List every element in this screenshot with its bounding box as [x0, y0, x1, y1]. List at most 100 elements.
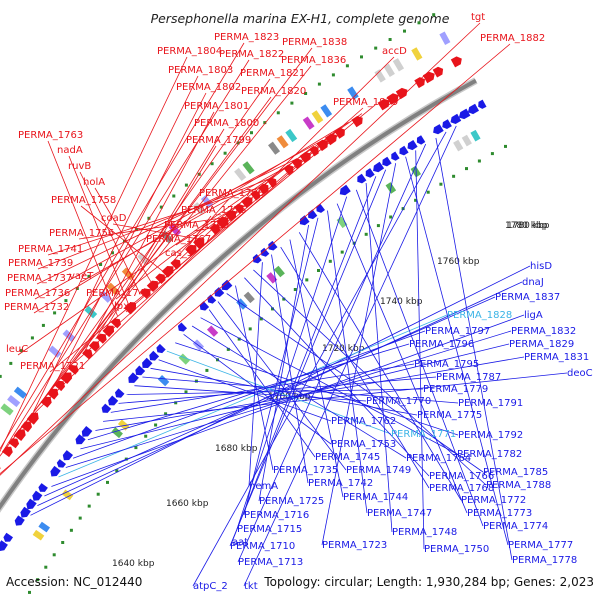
reverse-gene-arrow	[38, 483, 48, 492]
label-leader-line	[231, 176, 377, 543]
forward-gene-arrow	[155, 273, 166, 284]
reverse-gene-arrow	[128, 372, 139, 383]
reverse-gene-arrow	[450, 113, 462, 124]
gene-label-perma-1725: PERMA_1725	[259, 496, 324, 507]
forward-gene-arrow	[161, 266, 174, 278]
gene-label-perma-1774: PERMA_1774	[483, 521, 548, 532]
gene-label-perma-1778: PERMA_1778	[512, 555, 577, 566]
forward-gene-arrow	[26, 412, 39, 425]
gene-label-perma-1715: PERMA_1715	[237, 524, 302, 535]
label-leader-line	[200, 317, 458, 455]
gene-label-perma-1823: PERMA_1823	[214, 32, 279, 43]
label-leader-line	[95, 128, 225, 340]
reverse-gene-arrow	[135, 365, 146, 376]
gc-marker-inner	[44, 565, 48, 569]
reverse-gene-arrow	[391, 151, 400, 161]
label-leader-line	[125, 130, 336, 313]
gene-label-liga: ligA	[524, 310, 543, 321]
annotation-block	[106, 282, 120, 296]
label-leader-line	[435, 137, 513, 561]
label-leader-line	[336, 203, 468, 514]
gc-marker-inner	[174, 401, 178, 405]
gc-marker-outer	[317, 82, 321, 86]
label-leader-line	[166, 350, 392, 435]
gc-marker-inner	[154, 423, 158, 427]
label-leader-line	[237, 143, 427, 563]
gc-marker-inner	[28, 590, 31, 594]
label-leader-line	[248, 262, 263, 487]
gc-marker-inner	[305, 278, 309, 282]
label-leader-line	[229, 169, 387, 547]
annotation-block	[48, 345, 62, 358]
annotation-block	[243, 291, 255, 304]
gene-label-perma-1732: PERMA_1732	[4, 302, 69, 313]
reverse-gene-arrow	[56, 459, 66, 468]
gc-marker-outer	[20, 349, 23, 353]
forward-gene-arrow	[258, 183, 269, 195]
gc-marker-inner	[271, 307, 274, 311]
gene-label-perma-1785: PERMA_1785	[483, 467, 548, 478]
annotation-block	[111, 427, 123, 439]
gene-label-perma-1799: PERMA_1799	[186, 135, 251, 146]
accession-text: Accession: NC_012440	[6, 575, 142, 589]
label-leader-line	[47, 140, 118, 317]
label-leader-line	[244, 277, 430, 477]
gene-label-ruvb: ruvB	[68, 161, 91, 172]
gc-marker-inner	[426, 190, 430, 194]
gc-marker-inner	[164, 412, 168, 416]
annotation-block	[302, 116, 315, 130]
forward-gene-arrow	[432, 66, 444, 78]
gc-marker-outer	[276, 111, 280, 115]
gc-marker-inner	[293, 288, 297, 291]
gc-marker-outer	[432, 13, 436, 17]
gc-marker-inner	[69, 528, 73, 532]
gene-label-perma-1748: PERMA_1748	[392, 527, 457, 538]
reverse-gene-arrow	[373, 161, 385, 173]
label-leader-line	[235, 285, 274, 471]
reverse-gene-arrow	[299, 215, 310, 226]
reverse-gene-arrow	[399, 145, 409, 156]
forward-gene-arrow	[193, 237, 205, 249]
gc-marker-inner	[61, 541, 65, 544]
gc-marker-outer	[30, 336, 34, 340]
forward-gene-arrow	[316, 139, 328, 152]
gene-label-perma-1782: PERMA_1782	[457, 449, 522, 460]
gc-marker-inner	[452, 174, 456, 178]
gene-label-perma-1837: PERMA_1837	[495, 292, 560, 303]
gene-label-perma-1777: PERMA_1777	[508, 540, 573, 551]
gene-label-perma-1772: PERMA_1772	[461, 495, 526, 506]
annotation-block	[392, 58, 405, 72]
gene-label-deoc: deoC	[567, 368, 593, 379]
gene-label-lpxd: lpxD	[114, 301, 137, 312]
label-leader-line	[74, 107, 364, 363]
annotation-block	[7, 394, 21, 408]
forward-gene-arrow	[450, 56, 462, 68]
gene-label-perma-1792: PERMA_1792	[458, 430, 523, 441]
reverse-gene-arrow	[416, 135, 426, 145]
gene-label-perma-1775: PERMA_1775	[417, 410, 482, 421]
label-leader-line	[0, 22, 481, 476]
annotation-block	[242, 161, 255, 175]
gene-label-perma-1758: PERMA_1758	[51, 195, 116, 206]
gene-label-perma-1779: PERMA_1779	[423, 384, 488, 395]
label-leader-line	[415, 150, 425, 550]
gene-label-hema: hemA	[249, 481, 278, 492]
gene-label-perma-1710: PERMA_1710	[230, 541, 295, 552]
annotation-block	[61, 489, 74, 501]
forward-gene-arrow	[0, 466, 1, 470]
annotation-block	[62, 329, 76, 342]
reverse-gene-arrow	[382, 156, 392, 167]
annotation-block	[461, 134, 472, 147]
gc-marker-inner	[490, 152, 494, 156]
gc-marker-outer	[417, 21, 421, 25]
gc-markers	[0, 13, 507, 594]
gene-label-perma-1831: PERMA_1831	[524, 352, 589, 363]
label-leader-line	[44, 296, 496, 497]
annotation-block	[38, 521, 51, 533]
gc-marker-outer	[304, 92, 308, 95]
gc-marker-inner	[259, 317, 263, 321]
gene-label-perma-1741: PERMA_1741	[18, 244, 83, 255]
forward-gene-arrow	[377, 98, 390, 111]
reverse-gene-arrow	[14, 515, 25, 526]
